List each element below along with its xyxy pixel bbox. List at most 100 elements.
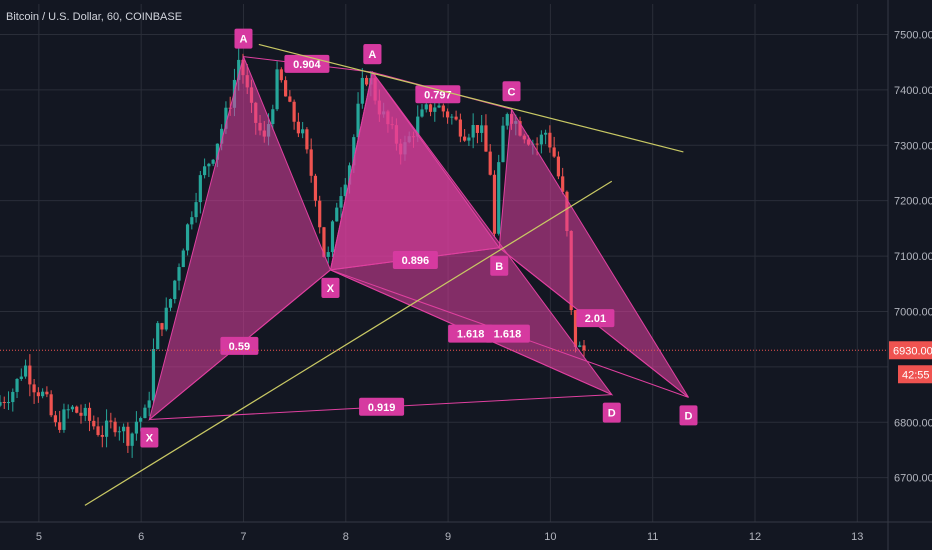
candle-body [454, 116, 458, 120]
candle-body [433, 107, 437, 112]
candle-body [475, 125, 480, 133]
candle-body [463, 136, 467, 141]
candle-body [441, 105, 445, 112]
candle-body [83, 407, 87, 416]
y-tick-label: 7300.00 [894, 140, 932, 152]
ratio-label: 0.896 [402, 255, 430, 267]
ratio-label: 0.919 [368, 402, 396, 414]
candle-body [339, 196, 343, 208]
candle-body [11, 391, 15, 403]
y-tick-label: 7100.00 [894, 251, 932, 263]
candle-body [578, 345, 582, 347]
ratio-label-box [359, 397, 405, 416]
candle-body [573, 310, 578, 347]
x-tick-label: 12 [749, 531, 761, 543]
candle-body [535, 143, 539, 145]
candle-body [322, 227, 326, 257]
trendlines [84, 43, 684, 506]
candle-body [424, 104, 428, 110]
current-price-tag [889, 341, 932, 360]
candle-body [168, 299, 173, 308]
candle-body [15, 379, 19, 392]
candle-body [23, 365, 28, 377]
candle-body [356, 103, 360, 138]
candle-body [32, 384, 36, 393]
candle-body [36, 392, 40, 397]
point-label-c: C [508, 86, 516, 98]
point-label-d: D [685, 410, 693, 422]
candle-body [352, 137, 356, 166]
x-tick-label: 13 [851, 531, 863, 543]
pattern-2: 0.797 0.896 1.618 2.01 X A B C D [321, 44, 698, 426]
candle-body [309, 149, 313, 176]
ratio-label: 0.904 [293, 59, 321, 71]
ratio-label: 0.59 [229, 341, 250, 353]
candle-body [492, 174, 497, 234]
candle-body [544, 132, 548, 135]
point-label-box [490, 255, 509, 276]
candle-body [181, 250, 185, 268]
candle-body [582, 345, 586, 351]
ratio-label-box [484, 324, 530, 343]
candle-body [326, 252, 330, 257]
candle-body [224, 107, 228, 129]
point-label-b: B [495, 261, 503, 273]
candle-body [75, 406, 79, 413]
x-tick-label: 8 [343, 531, 349, 543]
candle-body [211, 159, 215, 164]
candle-body [177, 267, 181, 281]
ratio-label-box [448, 324, 494, 343]
ratio-label: 0.797 [424, 89, 452, 101]
x-tick-label: 10 [544, 531, 556, 543]
ratio-label-box [392, 250, 438, 269]
candle-body [164, 307, 168, 330]
candle-body [70, 406, 75, 410]
ratio-label: 1.618 [494, 329, 522, 341]
candle-body [556, 156, 561, 177]
candle-body [2, 401, 6, 403]
candle-body [198, 175, 202, 203]
candle-body [283, 80, 288, 97]
point-label-x: X [146, 433, 154, 445]
candle-body [552, 147, 556, 157]
candle-body [6, 402, 11, 404]
ratio-label-box [220, 336, 259, 355]
candle-body [437, 105, 441, 108]
x-tick-label: 7 [240, 531, 246, 543]
candle-body [203, 166, 207, 176]
candle-body [445, 111, 450, 118]
point-label-box [234, 28, 253, 49]
candle-body [343, 184, 347, 197]
candle-body [275, 69, 279, 110]
x-tick-label: 11 [647, 531, 658, 543]
candle-body [335, 207, 339, 222]
candle-body [109, 420, 113, 422]
candle-body [190, 217, 194, 225]
candle-body [237, 59, 241, 80]
candle-body [539, 134, 543, 145]
y-tick-label: 6700.00 [894, 473, 932, 485]
candle-body [104, 420, 109, 437]
point-label-d: D [608, 408, 616, 420]
candle-body [215, 143, 219, 160]
candle-body [45, 391, 49, 395]
chart-title: Bitcoin / U.S. Dollar, 60, COINBASE [6, 11, 182, 23]
point-label-box [679, 405, 698, 426]
candle-body [364, 77, 369, 85]
candle-body [147, 400, 151, 408]
candle-body [49, 394, 53, 416]
point-label-x: X [327, 283, 335, 295]
candle-body [100, 434, 104, 437]
trendline [258, 43, 684, 153]
point-label-box [502, 81, 521, 102]
candle-body [92, 420, 96, 427]
candle-body [279, 69, 283, 81]
point-label-box [602, 402, 621, 423]
candle-body [480, 125, 484, 133]
candle-body [207, 163, 211, 167]
y-tick-label: 7200.00 [894, 196, 932, 208]
candle-body [139, 418, 143, 422]
candle-body [185, 224, 190, 251]
candle-body [96, 426, 100, 435]
